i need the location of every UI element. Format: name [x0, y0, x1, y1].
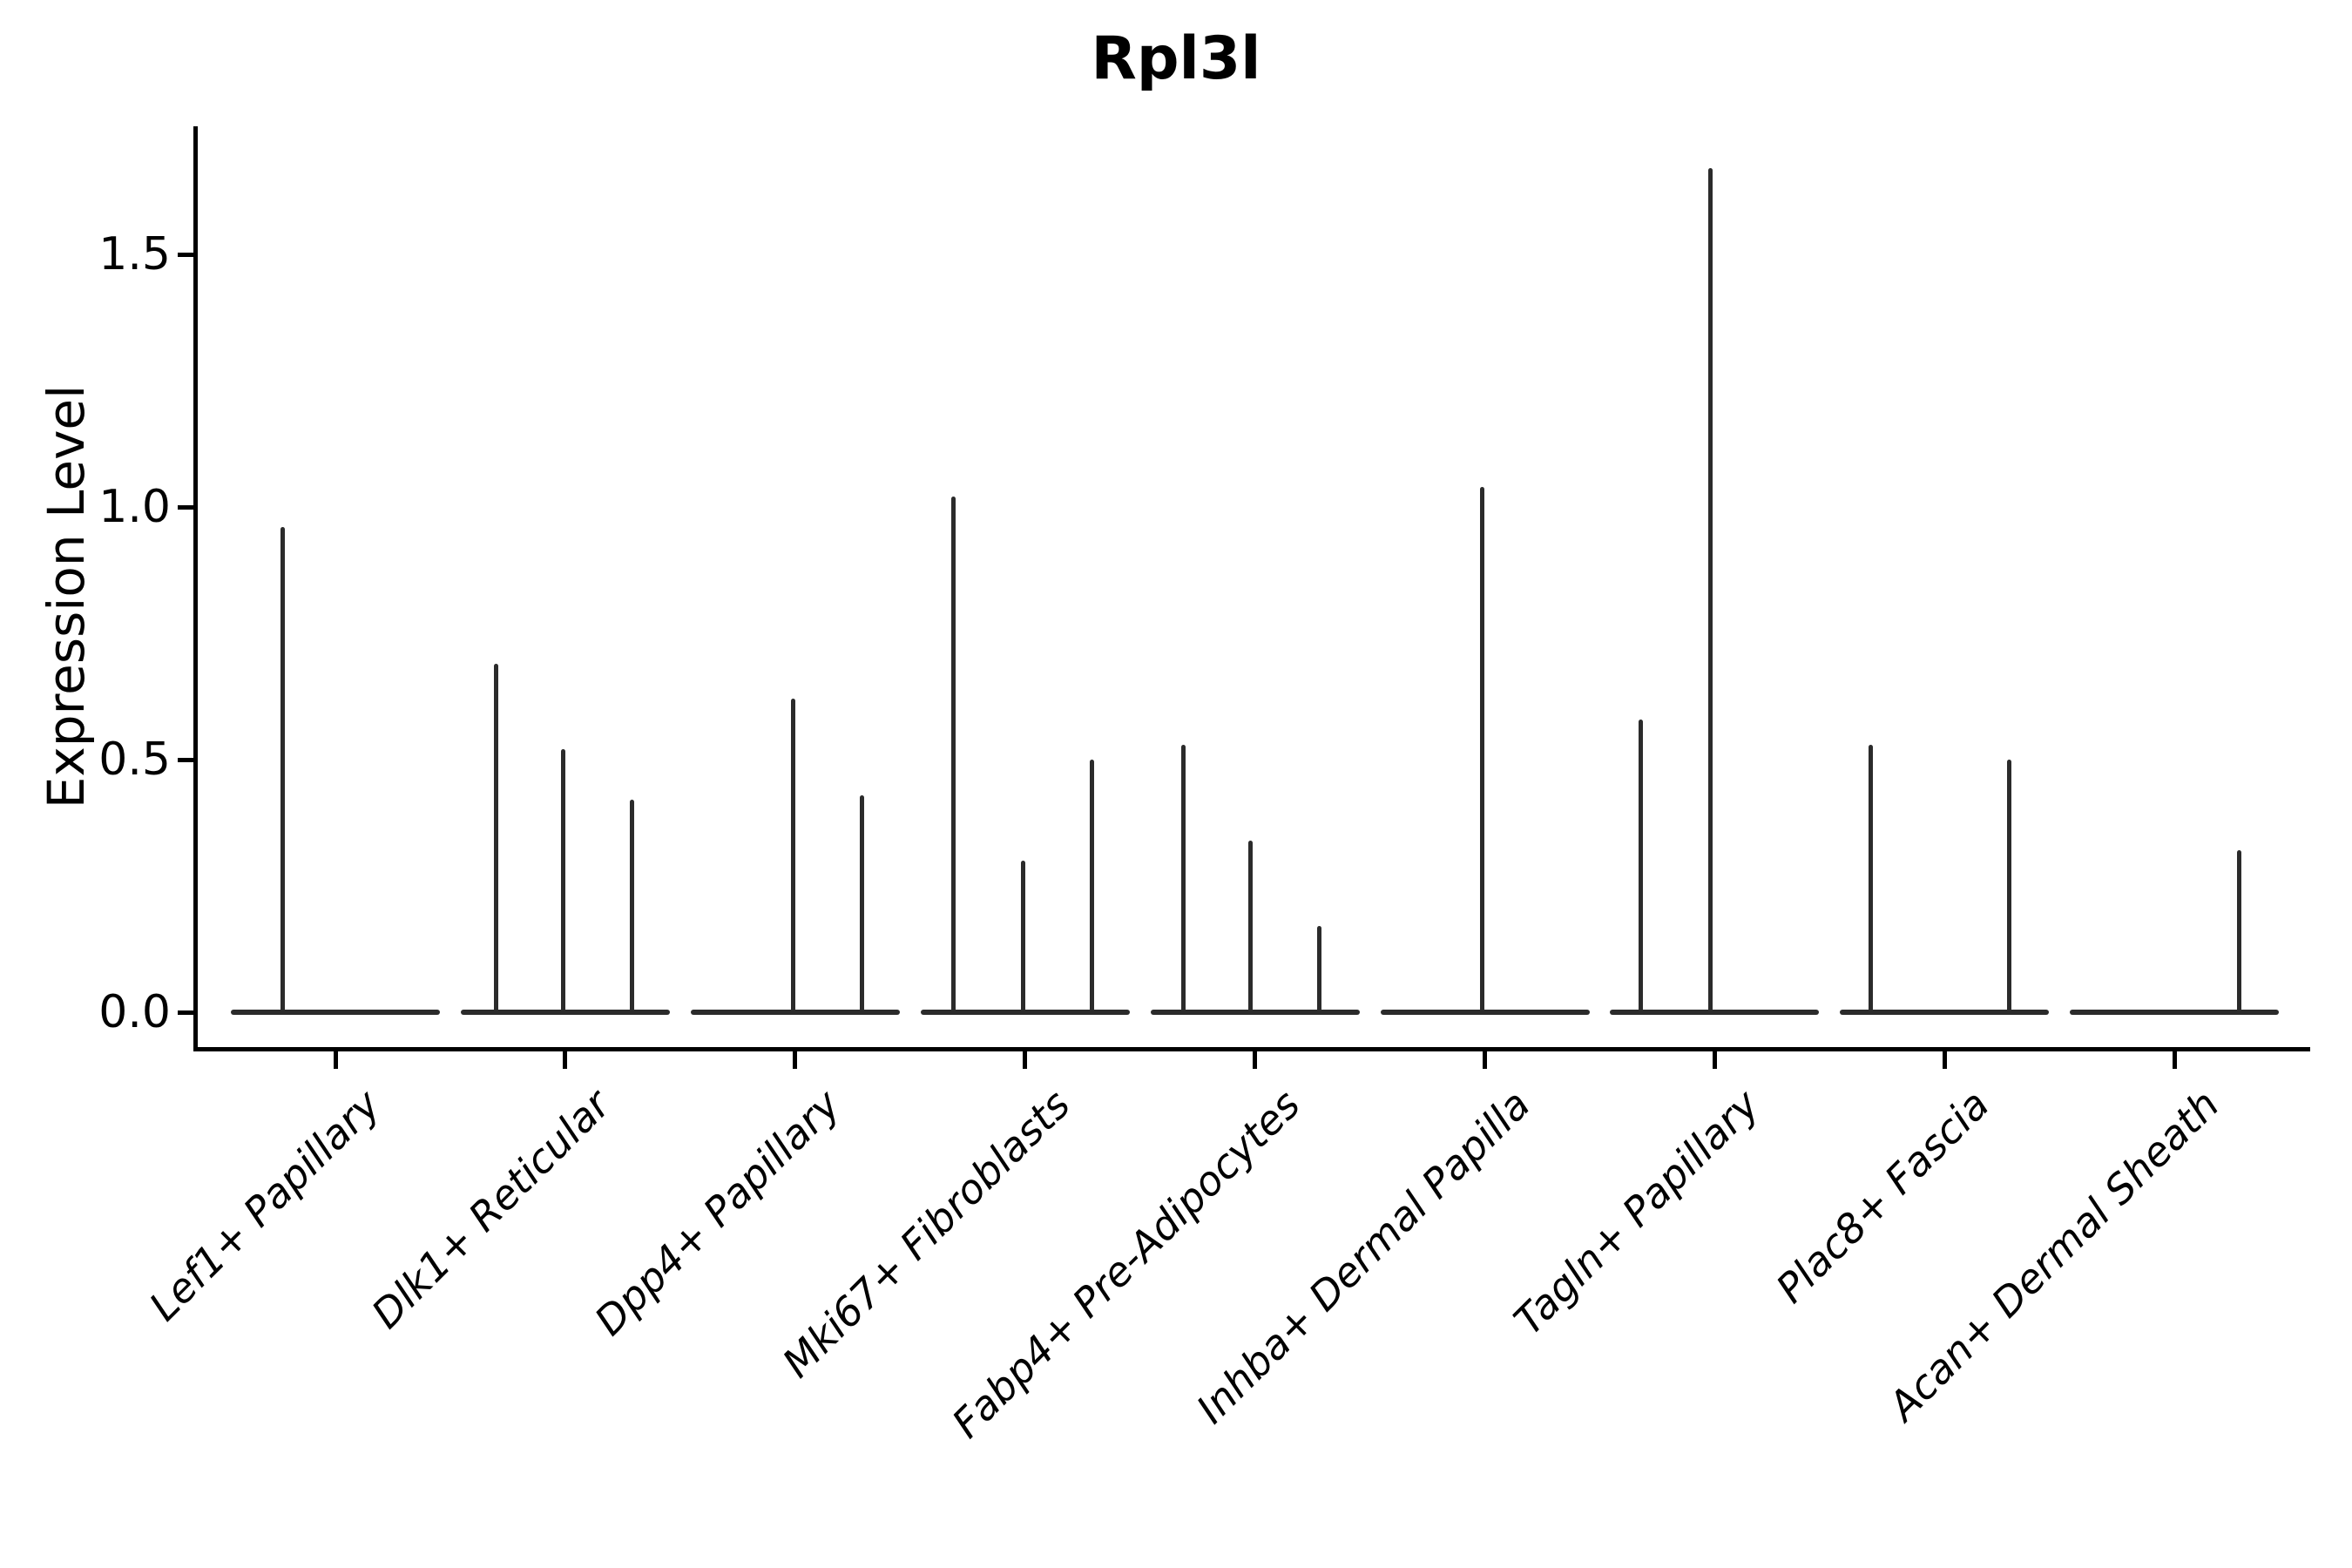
- y-tick-label: 0.0: [98, 986, 171, 1038]
- y-tick-label: 1.5: [98, 228, 171, 280]
- violin-spike: [629, 800, 634, 1014]
- violin-baseline: [460, 1010, 670, 1015]
- x-tick: [563, 1051, 568, 1069]
- violin-spike: [1707, 168, 1713, 1014]
- x-tick: [1023, 1051, 1028, 1069]
- violin-baseline: [1840, 1010, 2050, 1015]
- violin-spike: [1247, 840, 1253, 1014]
- violin-spike: [951, 497, 956, 1014]
- y-tick-label: 0.5: [98, 733, 171, 786]
- violin-spike: [1639, 719, 1644, 1014]
- violin-baseline: [1150, 1010, 1360, 1015]
- violin-spike: [2236, 850, 2241, 1014]
- x-tick: [793, 1051, 798, 1069]
- violin-spike: [1869, 744, 1874, 1014]
- violin-spike: [1316, 926, 1321, 1014]
- x-tick: [1942, 1051, 1947, 1069]
- y-tick: [178, 504, 193, 510]
- y-axis-label: Expression Level: [37, 384, 96, 809]
- violin-spike: [560, 749, 565, 1014]
- violin-spike: [859, 794, 864, 1014]
- y-tick-label: 1.0: [98, 481, 171, 533]
- x-tick: [2172, 1051, 2177, 1069]
- x-tick: [1483, 1051, 1487, 1069]
- y-tick: [178, 757, 193, 762]
- violin-baseline: [231, 1010, 440, 1015]
- violin-spike: [1020, 861, 1025, 1014]
- violin-spike: [1480, 486, 1485, 1014]
- violin-spike: [1181, 744, 1186, 1014]
- y-tick: [178, 252, 193, 257]
- violin-spike: [494, 663, 499, 1014]
- x-tick: [1253, 1051, 1258, 1069]
- x-tick: [1712, 1051, 1717, 1069]
- violin-baseline: [2070, 1010, 2280, 1015]
- violin-spike: [2006, 760, 2011, 1014]
- x-axis-spine: [193, 1047, 2310, 1051]
- violin-baseline: [690, 1010, 900, 1015]
- y-tick: [178, 1010, 193, 1015]
- violin-baseline: [1380, 1010, 1590, 1015]
- violin-spike: [280, 527, 285, 1014]
- x-tick: [333, 1051, 338, 1069]
- violin-spike: [790, 699, 795, 1014]
- violin-baseline: [920, 1010, 1130, 1015]
- violin-spike: [1089, 760, 1094, 1014]
- y-axis-spine: [193, 126, 198, 1051]
- violin-baseline: [1610, 1010, 1820, 1015]
- chart-title: Rpl3l: [1091, 24, 1261, 93]
